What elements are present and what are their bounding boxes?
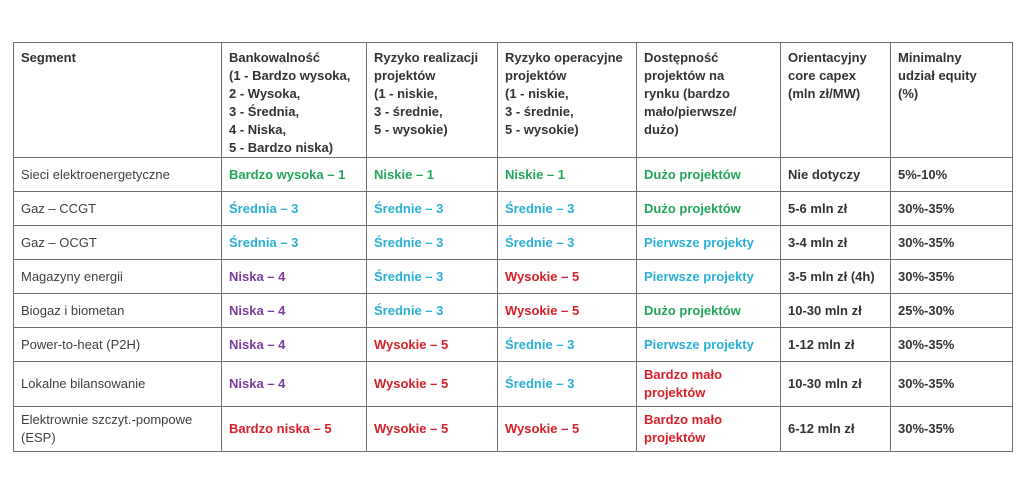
capex-cell: 5-6 mln zł (780, 191, 891, 226)
availability-cell: Pierwsze projekty (636, 225, 781, 260)
availability-cell: Pierwsze projekty (636, 327, 781, 362)
operational-risk-cell: Średnie – 3 (497, 361, 637, 407)
equity-cell: 30%-35% (890, 406, 1013, 452)
header-availability: Dostępność projektów na rynku (bardzo ma… (636, 42, 781, 158)
bankability-cell: Niska – 4 (221, 361, 367, 407)
capex-cell: 6-12 mln zł (780, 406, 891, 452)
bankability-cell: Niska – 4 (221, 293, 367, 328)
capex-cell: 10-30 mln zł (780, 361, 891, 407)
realization-risk-cell: Wysokie – 5 (366, 361, 498, 407)
realization-risk-cell: Wysokie – 5 (366, 327, 498, 362)
header-operational-risk: Ryzyko operacyjne projektów (1 - niskie,… (497, 42, 637, 158)
bankability-cell: Bardzo niska – 5 (221, 406, 367, 452)
segment-name: Sieci elektroenergetyczne (13, 157, 222, 192)
equity-cell: 30%-35% (890, 361, 1013, 407)
realization-risk-cell: Średnie – 3 (366, 225, 498, 260)
header-bankability: Bankowalność (1 - Bardzo wysoka, 2 - Wys… (221, 42, 367, 158)
capex-cell: Nie dotyczy (780, 157, 891, 192)
equity-cell: 30%-35% (890, 225, 1013, 260)
realization-risk-cell: Wysokie – 5 (366, 406, 498, 452)
realization-risk-cell: Niskie – 1 (366, 157, 498, 192)
table-row: Sieci elektroenergetyczne Bardzo wysoka … (13, 157, 1013, 192)
table-row: Gaz – CCGT Średnia – 3 Średnie – 3 Średn… (13, 191, 1013, 226)
table-row: Gaz – OCGT Średnia – 3 Średnie – 3 Średn… (13, 225, 1013, 260)
equity-cell: 25%-30% (890, 293, 1013, 328)
availability-cell: Dużo projektów (636, 157, 781, 192)
segment-name: Gaz – CCGT (13, 191, 222, 226)
table-row: Elektrownie szczyt.-pompowe (ESP) Bardzo… (13, 406, 1013, 452)
capex-cell: 1-12 mln zł (780, 327, 891, 362)
operational-risk-cell: Średnie – 3 (497, 191, 637, 226)
operational-risk-cell: Niskie – 1 (497, 157, 637, 192)
capex-cell: 10-30 mln zł (780, 293, 891, 328)
table-row: Magazyny energii Niska – 4 Średnie – 3 W… (13, 259, 1013, 294)
segment-name: Magazyny energii (13, 259, 222, 294)
availability-cell: Bardzo mało projektów (636, 361, 781, 407)
header-row: Segment Bankowalność (1 - Bardzo wysoka,… (13, 42, 1013, 158)
segment-comparison-table: Segment Bankowalność (1 - Bardzo wysoka,… (13, 42, 1013, 452)
header-realization-risk: Ryzyko realizacji projektów (1 - niskie,… (366, 42, 498, 158)
operational-risk-cell: Wysokie – 5 (497, 259, 637, 294)
bankability-cell: Średnia – 3 (221, 191, 367, 226)
realization-risk-cell: Średnie – 3 (366, 259, 498, 294)
equity-cell: 30%-35% (890, 191, 1013, 226)
capex-cell: 3-4 mln zł (780, 225, 891, 260)
operational-risk-cell: Średnie – 3 (497, 225, 637, 260)
bankability-cell: Niska – 4 (221, 327, 367, 362)
availability-cell: Bardzo mało projektów (636, 406, 781, 452)
table-row: Lokalne bilansowanie Niska – 4 Wysokie –… (13, 361, 1013, 407)
segment-name: Lokalne bilansowanie (13, 361, 222, 407)
realization-risk-cell: Średnie – 3 (366, 293, 498, 328)
bankability-cell: Niska – 4 (221, 259, 367, 294)
equity-cell: 30%-35% (890, 327, 1013, 362)
header-segment: Segment (13, 42, 222, 158)
table-row: Biogaz i biometan Niska – 4 Średnie – 3 … (13, 293, 1013, 328)
availability-cell: Dużo projektów (636, 293, 781, 328)
capex-cell: 3-5 mln zł (4h) (780, 259, 891, 294)
header-capex: Orientacyjny core capex (mln zł/MW) (780, 42, 891, 158)
equity-cell: 5%-10% (890, 157, 1013, 192)
header-equity: Minimalny udział equity (%) (890, 42, 1013, 158)
realization-risk-cell: Średnie – 3 (366, 191, 498, 226)
bankability-cell: Bardzo wysoka – 1 (221, 157, 367, 192)
segment-name: Gaz – OCGT (13, 225, 222, 260)
segment-name: Power-to-heat (P2H) (13, 327, 222, 362)
table-row: Power-to-heat (P2H) Niska – 4 Wysokie – … (13, 327, 1013, 362)
operational-risk-cell: Wysokie – 5 (497, 293, 637, 328)
operational-risk-cell: Wysokie – 5 (497, 406, 637, 452)
bankability-cell: Średnia – 3 (221, 225, 367, 260)
segment-name: Elektrownie szczyt.-pompowe (ESP) (13, 406, 222, 452)
availability-cell: Pierwsze projekty (636, 259, 781, 294)
availability-cell: Dużo projektów (636, 191, 781, 226)
equity-cell: 30%-35% (890, 259, 1013, 294)
operational-risk-cell: Średnie – 3 (497, 327, 637, 362)
segment-name: Biogaz i biometan (13, 293, 222, 328)
